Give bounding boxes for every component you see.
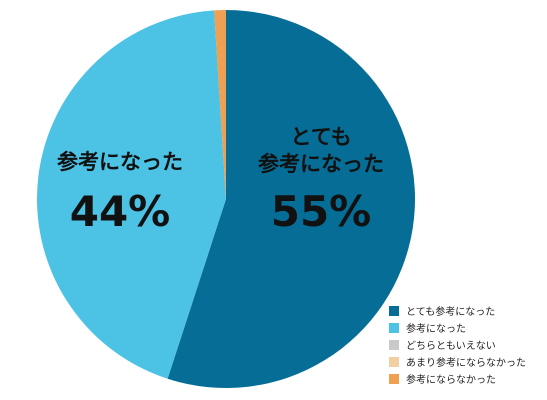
legend-label-4: あまり参考にならなかった [406, 356, 526, 369]
legend-label-2: 参考になった [406, 322, 466, 335]
legend-swatch-4 [389, 357, 399, 367]
slice-label-2: 参考になった [57, 150, 183, 174]
legend-swatch-1 [389, 306, 399, 316]
slice-percent-2: 44% [70, 187, 171, 236]
legend-label-1: とても参考になった [406, 305, 495, 318]
pie-slice-labels: とても参考になった 55% 参考になった 44% [57, 125, 384, 236]
slice-percent-1: 55% [271, 187, 372, 236]
pie-slice-5 [214, 10, 226, 199]
slice-label-1: とても参考になった [258, 125, 384, 176]
legend-label-3: どちらともいえない [406, 340, 496, 352]
legend-label-5: 参考にならなかった [406, 373, 496, 386]
pie-slice-1 [167, 10, 415, 389]
legend-swatch-5 [389, 374, 399, 384]
legend-swatch-2 [389, 323, 399, 333]
legend-swatch-3 [389, 340, 399, 350]
pie-slices [36, 10, 415, 389]
legend: とても参考になった参考になったどちらともいえないあまり参考にならなかった参考にな… [389, 305, 526, 386]
pie-slice-2 [36, 10, 226, 379]
